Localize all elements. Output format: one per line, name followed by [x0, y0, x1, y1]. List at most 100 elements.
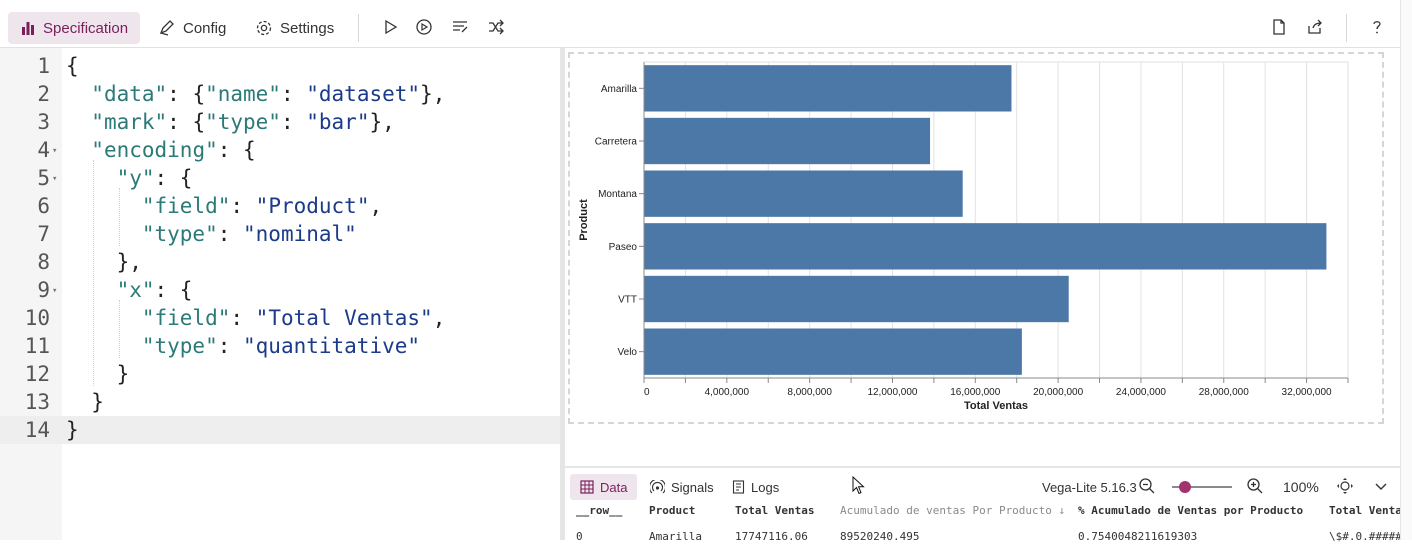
shuffle-button[interactable]: [485, 16, 507, 38]
run-button[interactable]: [379, 16, 401, 38]
zoom-out-button[interactable]: [1138, 477, 1158, 497]
bar: [644, 65, 1012, 112]
column-header-acumulado-label: Acumulado de ventas Por Producto: [840, 504, 1052, 517]
x-tick-label: 12,000,000: [867, 387, 917, 398]
y-tick-label: Montana: [598, 189, 637, 200]
column-header-total-ventas-format[interactable]: Total Ventas: [1329, 504, 1409, 517]
y-axis-title: Product: [578, 199, 590, 241]
code-text: "field": "Product",: [141, 194, 383, 218]
code-line[interactable]: 1{: [0, 52, 560, 80]
code-line[interactable]: 9 ▾ "x": {: [0, 276, 560, 304]
column-header-total-ventas[interactable]: Total Ventas: [735, 504, 815, 517]
table-cell: 17747116.06: [735, 530, 808, 543]
tab-logs-label: Logs: [751, 479, 780, 495]
zoom-percentage: 100%: [1283, 479, 1319, 495]
code-text: {: [66, 54, 79, 78]
toolbar: Specification Config Settings: [0, 8, 1400, 48]
cursor-icon: [852, 475, 865, 495]
code-text: "type": "nominal": [141, 222, 357, 246]
table-icon: [580, 480, 594, 494]
code-text: }: [66, 418, 79, 442]
help-button[interactable]: [1366, 16, 1388, 38]
bar: [644, 223, 1327, 270]
bar-chart: Amarilla Carretera Montana Paseo VTT Velo 0 4,0…: [578, 61, 1349, 412]
indent-guide: [119, 188, 120, 246]
tab-config[interactable]: Config: [146, 12, 238, 44]
line-number: 11: [24, 334, 50, 358]
zoom-slider[interactable]: [1172, 478, 1232, 496]
y-tick-label: Amarilla: [601, 84, 638, 95]
file-icon: [1273, 19, 1285, 35]
code-editor[interactable]: 1{2 "data": {"name": "dataset"}, 3 "mark"…: [0, 48, 560, 540]
line-number: 8: [37, 250, 50, 274]
column-header-pct-acumulado[interactable]: % Acumulado de Ventas por Producto: [1078, 504, 1304, 517]
code-line[interactable]: 2 "data": {"name": "dataset"},: [0, 80, 560, 108]
line-number: 9: [37, 278, 50, 302]
code-line[interactable]: 7 "type": "nominal": [0, 220, 560, 248]
window-top-edge: [0, 0, 1400, 8]
column-header-acumulado[interactable]: Acumulado de ventas Por Producto ↓: [840, 504, 1065, 526]
question-icon: [1373, 21, 1381, 34]
visualization-panel: Amarilla Carretera Montana Paseo VTT Velo 0 4,0…: [568, 52, 1384, 424]
tab-settings[interactable]: Settings: [243, 12, 346, 44]
y-tick-label: Paseo: [609, 242, 638, 253]
code-line[interactable]: 5 ▾ "y": {: [0, 164, 560, 192]
x-tick-label: 32,000,000: [1282, 387, 1332, 398]
code-text: "mark": {"type": "bar"},: [91, 110, 395, 134]
line-number: 6: [37, 194, 50, 218]
x-tick-label: 28,000,000: [1199, 387, 1249, 398]
collapse-pane-button[interactable]: [1373, 478, 1391, 496]
y-tick-label: VTT: [618, 295, 637, 306]
window-scrollbar[interactable]: [1400, 0, 1412, 540]
code-line[interactable]: 6 "field": "Product",: [0, 192, 560, 220]
toolbar-divider: [358, 14, 359, 42]
code-line[interactable]: 10 "field": "Total Ventas",: [0, 304, 560, 332]
tab-logs[interactable]: Logs: [722, 474, 789, 500]
fit-view-button[interactable]: [1336, 477, 1356, 497]
fold-chevron-icon[interactable]: ▾: [52, 174, 58, 184]
replay-icon: [416, 19, 432, 35]
y-tick-label: Velo: [618, 347, 638, 358]
format-button[interactable]: [449, 16, 471, 38]
zoom-in-icon: [1247, 478, 1263, 494]
code-line[interactable]: 11 "type": "quantitative": [0, 332, 560, 360]
tab-specification-label: Specification: [43, 19, 129, 37]
code-line[interactable]: 3 "mark": {"type": "bar"},: [0, 108, 560, 136]
tab-specification[interactable]: Specification: [8, 12, 141, 44]
line-number: 7: [37, 222, 50, 246]
code-line[interactable]: 4 ▾ "encoding": {: [0, 136, 560, 164]
zoom-slider-thumb[interactable]: [1179, 481, 1192, 493]
code-text: }: [66, 390, 104, 414]
export-button[interactable]: [1268, 16, 1290, 38]
bar-chart-icon: [22, 22, 34, 35]
line-number: 4: [37, 138, 50, 162]
auto-run-button[interactable]: [413, 16, 435, 38]
line-number: 13: [24, 390, 50, 414]
tab-signals[interactable]: Signals: [640, 474, 724, 500]
fold-chevron-icon[interactable]: ▾: [52, 146, 58, 156]
share-button[interactable]: [1304, 16, 1326, 38]
mouse-cursor: [852, 475, 870, 498]
code-line[interactable]: 13 }: [0, 388, 560, 416]
chevron-down-icon: [1375, 483, 1387, 490]
code-line[interactable]: 8 },: [0, 248, 560, 276]
x-tick-label: 24,000,000: [1116, 387, 1166, 398]
table-cell: Amarilla: [649, 530, 702, 543]
zoom-in-button[interactable]: [1246, 477, 1266, 497]
play-icon: [385, 19, 398, 35]
panel-splitter[interactable]: [560, 48, 565, 540]
signal-icon: [650, 480, 665, 494]
tab-data[interactable]: Data: [570, 474, 638, 500]
line-number: 10: [24, 306, 50, 330]
toolbar-divider-right: [1346, 14, 1347, 42]
code-line[interactable]: 14}: [0, 416, 560, 444]
data-viewer-pane: Data Signals Logs Vega-Lite 5.16.3 100% …: [565, 466, 1408, 543]
gear-icon: [256, 20, 272, 36]
fold-chevron-icon[interactable]: ▾: [52, 286, 58, 296]
column-header-row[interactable]: __row__: [576, 504, 623, 517]
pen-icon: [159, 20, 174, 36]
code-line[interactable]: 12 }: [0, 360, 560, 388]
column-header-product[interactable]: Product: [649, 504, 696, 517]
tab-data-label: Data: [600, 479, 628, 495]
log-icon: [732, 480, 745, 494]
